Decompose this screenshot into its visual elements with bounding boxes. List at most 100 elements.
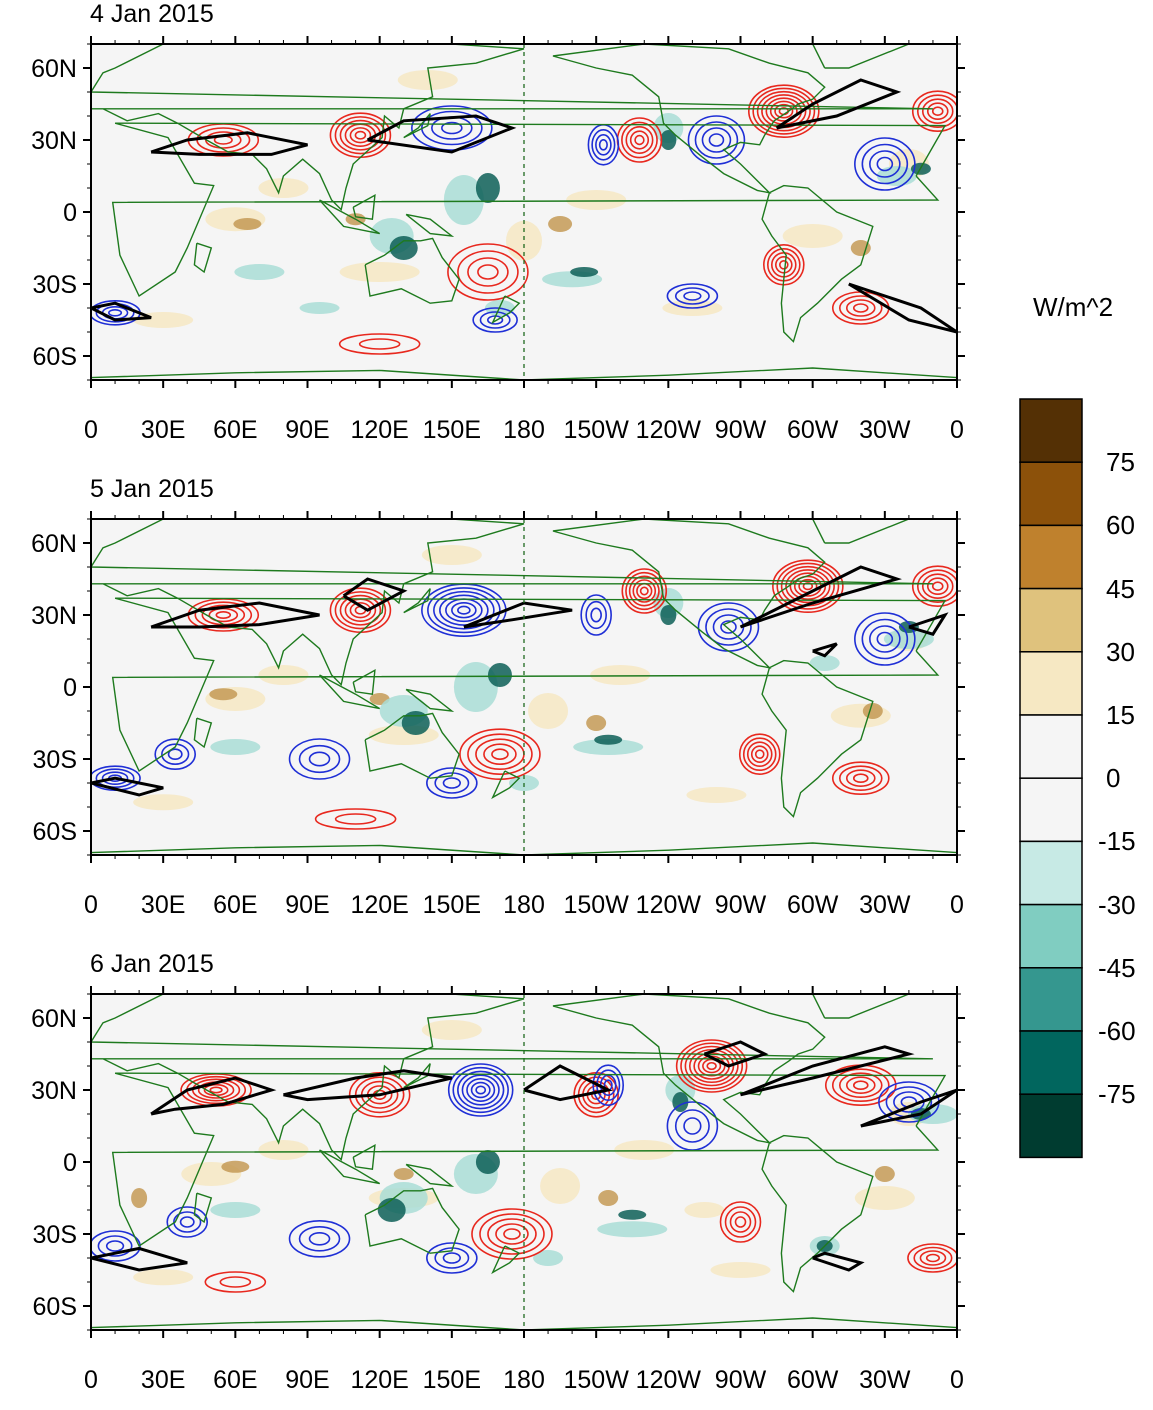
- map-layers: [91, 519, 957, 855]
- geopotential-contour: [734, 1216, 747, 1228]
- x-tick-label: 90W: [715, 1366, 767, 1394]
- flux-anomaly-patch: [453, 662, 498, 712]
- coastline: [552, 994, 826, 1144]
- x-tick-label: 90E: [285, 891, 329, 919]
- flux-anomaly-patch: [570, 267, 599, 277]
- jet-contour: [366, 114, 517, 154]
- geopotential-contour: [434, 1247, 470, 1269]
- geopotential-contour: [452, 1066, 509, 1114]
- geopotential-contour: [288, 738, 351, 780]
- geopotential-contour: [427, 587, 501, 634]
- geopotential-contour: [675, 1039, 748, 1093]
- map-panel-3: 6 Jan 2015 0 30E 60E 90E 120E 150E 180 150W 120W…: [0, 950, 1000, 1410]
- geopotential-contour: [339, 119, 382, 151]
- flux-anomaly-patch: [566, 190, 627, 210]
- geopotential-contour: [907, 1243, 957, 1273]
- geopotential-contour: [845, 299, 876, 317]
- x-tick-label: 150E: [423, 416, 481, 444]
- flux-anomaly-patch: [233, 218, 262, 230]
- x-tick-label: 0: [950, 416, 964, 444]
- geopotential-contour: [778, 259, 789, 270]
- x-tick-label: 150E: [423, 891, 481, 919]
- flux-anomaly-patch: [258, 178, 309, 198]
- geopotential-contour: [706, 1061, 717, 1071]
- coastline: [491, 770, 521, 800]
- geopotential-contour: [467, 257, 509, 287]
- geopotential-contour: [339, 594, 382, 626]
- geopotential-contour: [738, 733, 781, 776]
- jet-contour: [342, 577, 408, 612]
- geopotential-contour: [785, 569, 831, 604]
- coastline: [318, 199, 381, 235]
- x-tick-label: 90E: [285, 416, 329, 444]
- coastline: [405, 213, 455, 237]
- jet-contour: [739, 1045, 915, 1097]
- geopotential-contour: [746, 741, 773, 768]
- jet-contour: [812, 642, 838, 658]
- geopotential-contour: [194, 601, 253, 629]
- coastline: [761, 184, 874, 343]
- geopotential-contour: [308, 1231, 331, 1246]
- geopotential-contour: [483, 743, 517, 766]
- panel-title: 4 Jan 2015: [90, 0, 214, 28]
- flux-anomaly-patch: [133, 794, 194, 811]
- flux-anomaly-patch: [598, 1190, 619, 1206]
- flux-anomaly-patch: [660, 605, 677, 625]
- coastline: [761, 659, 874, 818]
- geopotential-contour: [776, 562, 840, 610]
- flux-anomaly-patch: [393, 1168, 414, 1180]
- coastline: [193, 1192, 213, 1224]
- geopotential-contour: [434, 772, 470, 794]
- y-tick-label: 60N: [31, 55, 77, 83]
- geopotential-contour: [854, 137, 916, 191]
- x-tick-label: 120E: [350, 891, 408, 919]
- flux-anomaly-patch: [614, 1140, 675, 1160]
- flux-anomaly-patch: [528, 693, 569, 729]
- geopotential-contour: [683, 1117, 702, 1135]
- geopotential-contour: [876, 156, 894, 172]
- geopotential-contour: [334, 116, 387, 155]
- geopotential-contour: [750, 745, 769, 764]
- x-tick-label: 0: [84, 891, 98, 919]
- coastline: [318, 674, 381, 710]
- flux-anomaly-patch: [133, 1269, 194, 1286]
- geopotential-contour: [441, 121, 463, 135]
- geopotential-contour: [628, 575, 660, 607]
- geopotential-contour: [161, 743, 190, 766]
- coastline: [403, 113, 431, 139]
- coastline: [761, 1134, 874, 1293]
- geopotential-contour: [687, 115, 746, 165]
- map-panel-1: 4 Jan 2015 0 30E 60E 90E 120E 150E 180 150W 120W…: [0, 0, 1000, 460]
- jet-contour: [91, 776, 164, 797]
- colorbar-label: -30: [1098, 889, 1136, 920]
- geopotential-contour: [680, 1042, 744, 1090]
- geopotential-contour: [926, 102, 949, 120]
- geopotential-contour: [674, 287, 710, 305]
- geopotential-contour: [831, 1068, 890, 1102]
- geopotential-contour: [466, 1078, 496, 1102]
- colorbar-swatch: [1019, 461, 1083, 527]
- geopotential-contour: [495, 1223, 529, 1245]
- geopotential-contour: [314, 808, 397, 830]
- geopotential-contour: [298, 744, 341, 774]
- x-tick-label: 150W: [564, 416, 630, 444]
- geopotential-contour: [724, 1206, 757, 1238]
- flux-anomaly-patch: [830, 703, 891, 728]
- geopotential-contour: [921, 98, 954, 124]
- y-tick-label: 60N: [31, 1005, 77, 1033]
- geopotential-contour: [632, 579, 657, 603]
- geopotential-contour: [639, 586, 649, 596]
- geopotential-contour: [634, 134, 645, 146]
- flux-anomaly-patch: [258, 1140, 309, 1160]
- x-tick-label: 90E: [285, 1366, 329, 1394]
- jet-contour: [739, 565, 902, 629]
- flux-anomaly-patch: [684, 1202, 725, 1218]
- geopotential-contour: [838, 765, 883, 792]
- jet-contour: [91, 301, 152, 322]
- geopotential-contour: [477, 264, 499, 280]
- geopotential-contour: [931, 106, 944, 116]
- geopotential-contour: [769, 100, 798, 122]
- colorbar-swatch: [1019, 777, 1083, 843]
- colorbar-swatch: [1019, 967, 1083, 1032]
- colorbar-swatch: [1019, 840, 1083, 906]
